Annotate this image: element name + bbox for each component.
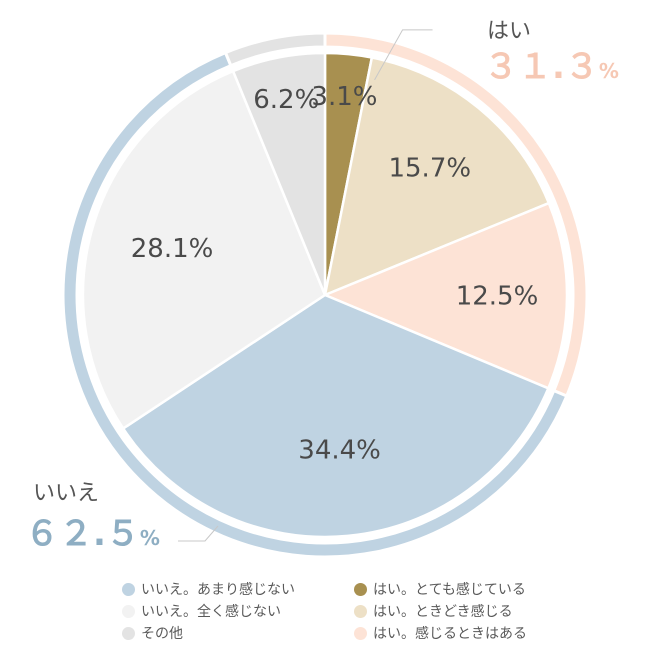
group-value: ６２.５% xyxy=(25,514,160,554)
group-ring-segment xyxy=(223,31,327,68)
group-value-unit: % xyxy=(599,59,619,83)
pie-slice xyxy=(323,56,551,298)
slice-value-label: 15.7% xyxy=(388,154,471,184)
legend-swatch-iie-mattaku xyxy=(122,604,135,618)
legend-label: いいえ。全く感じない xyxy=(141,604,281,620)
legend-swatch-hai-tokidoki xyxy=(354,604,367,618)
group-leader-line xyxy=(178,525,219,542)
legend-label: はい。とても感じている xyxy=(373,582,526,598)
group-value-unit: % xyxy=(140,526,160,550)
legend-swatch-hai-kanjiru xyxy=(354,626,367,640)
group-leader-line xyxy=(374,29,433,81)
slice-value-label: 34.4% xyxy=(298,435,381,465)
legend-item: その他 xyxy=(122,622,295,644)
pie-slice xyxy=(81,69,327,431)
legend-item: はい。とても感じている xyxy=(354,578,527,600)
legend-column-right: はい。とても感じている はい。ときどき感じる はい。感じるときはある xyxy=(354,578,527,644)
pie-slice xyxy=(321,201,569,390)
group-label: はい xyxy=(487,19,531,44)
legend-label: その他 xyxy=(141,626,183,642)
legend-label: はい。感じるときはある xyxy=(373,626,527,642)
group-value: ３１.３% xyxy=(484,47,619,87)
legend-swatch-iie-amari xyxy=(122,582,135,596)
legend-swatch-sonota xyxy=(122,626,135,640)
slice-value-label: 3.1% xyxy=(311,82,377,112)
slice-value-label: 12.5% xyxy=(456,282,539,312)
legend-swatch-hai-totemo xyxy=(354,582,367,596)
slice-value-label: 6.2% xyxy=(253,85,319,115)
legend-item: はい。感じるときはある xyxy=(354,622,527,644)
group-label: いいえ xyxy=(33,481,99,506)
legend-label: いいえ。あまり感じない xyxy=(141,582,295,598)
pie-slice xyxy=(231,51,327,296)
slice-value-label: 28.1% xyxy=(131,234,214,264)
pie-slice xyxy=(121,293,550,539)
legend-item: いいえ。あまり感じない xyxy=(122,578,295,600)
legend-column-left: いいえ。あまり感じない いいえ。全く感じない その他 xyxy=(122,578,295,644)
legend-label: はい。ときどき感じる xyxy=(373,604,513,620)
legend-item: いいえ。全く感じない xyxy=(122,600,295,622)
legend-item: はい。ときどき感じる xyxy=(354,600,527,622)
